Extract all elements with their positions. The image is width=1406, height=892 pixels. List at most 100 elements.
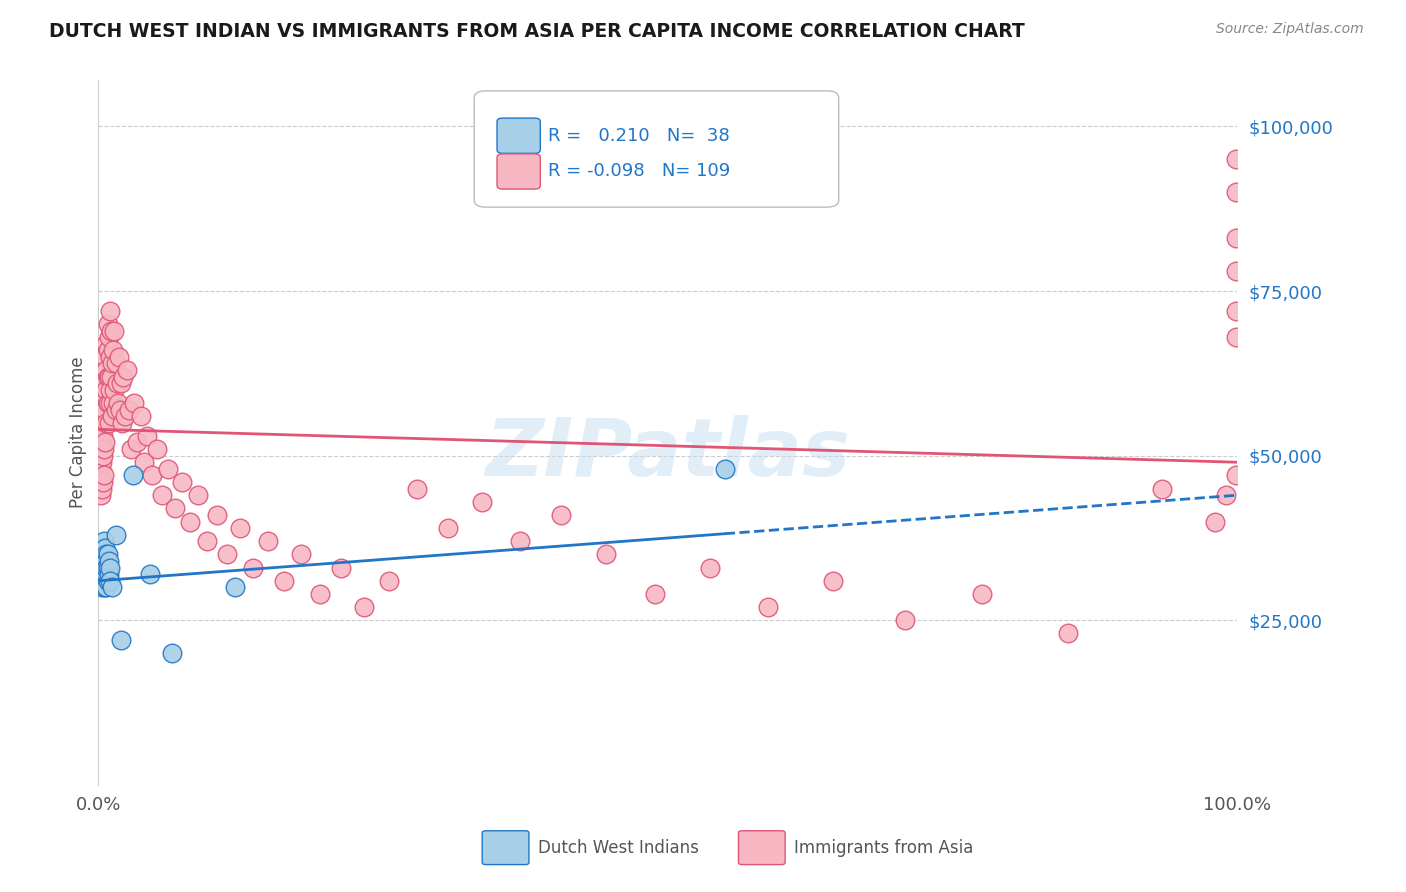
Point bbox=[104, 402, 127, 417]
Point bbox=[127, 435, 149, 450]
Point bbox=[93, 383, 115, 397]
Point bbox=[104, 356, 127, 370]
Point bbox=[821, 574, 844, 588]
Point bbox=[101, 356, 124, 370]
Point bbox=[145, 442, 167, 456]
Point bbox=[94, 567, 117, 582]
Point bbox=[93, 409, 115, 424]
Point bbox=[98, 396, 121, 410]
Point bbox=[437, 521, 460, 535]
Point bbox=[644, 587, 666, 601]
Point bbox=[97, 567, 120, 582]
Point bbox=[186, 488, 208, 502]
Point bbox=[1225, 231, 1247, 245]
Point bbox=[98, 350, 121, 364]
Point bbox=[179, 515, 201, 529]
Point bbox=[224, 581, 246, 595]
Point bbox=[93, 548, 115, 562]
Point bbox=[94, 350, 117, 364]
Point bbox=[103, 383, 125, 397]
Point bbox=[98, 574, 121, 588]
Point bbox=[114, 409, 136, 424]
Point bbox=[257, 534, 280, 549]
Point bbox=[90, 574, 112, 588]
Point bbox=[94, 376, 117, 391]
Point bbox=[170, 475, 193, 489]
Point bbox=[90, 488, 112, 502]
Point bbox=[141, 468, 163, 483]
Point bbox=[93, 574, 115, 588]
Point bbox=[89, 449, 111, 463]
Point bbox=[550, 508, 572, 522]
Point bbox=[150, 488, 173, 502]
Point bbox=[156, 462, 179, 476]
Text: Dutch West Indians: Dutch West Indians bbox=[538, 838, 699, 856]
Point bbox=[90, 429, 112, 443]
Point bbox=[195, 534, 218, 549]
Point bbox=[893, 613, 915, 627]
Point bbox=[129, 409, 152, 424]
Text: R = -0.098   N= 109: R = -0.098 N= 109 bbox=[548, 162, 731, 180]
Point bbox=[97, 554, 120, 568]
Point bbox=[94, 541, 117, 555]
Point bbox=[93, 468, 115, 483]
Point bbox=[205, 508, 228, 522]
Point bbox=[91, 475, 114, 489]
Point bbox=[90, 435, 112, 450]
Point bbox=[91, 429, 114, 443]
Point bbox=[89, 554, 111, 568]
Point bbox=[96, 416, 118, 430]
Point bbox=[162, 646, 184, 660]
Point bbox=[111, 416, 134, 430]
Point bbox=[98, 303, 121, 318]
Point bbox=[96, 396, 118, 410]
Point bbox=[94, 435, 117, 450]
Point bbox=[1215, 488, 1237, 502]
Point bbox=[1225, 330, 1247, 344]
Point bbox=[309, 587, 332, 601]
Point bbox=[98, 560, 121, 574]
Text: Immigrants from Asia: Immigrants from Asia bbox=[794, 838, 973, 856]
Point bbox=[97, 330, 120, 344]
Point bbox=[97, 416, 120, 430]
Point bbox=[93, 442, 115, 456]
Text: Source: ZipAtlas.com: Source: ZipAtlas.com bbox=[1216, 22, 1364, 37]
Point bbox=[290, 548, 312, 562]
Point bbox=[96, 317, 118, 331]
Point bbox=[90, 567, 112, 582]
Text: R =   0.210   N=  38: R = 0.210 N= 38 bbox=[548, 127, 730, 145]
Point bbox=[97, 369, 120, 384]
Point bbox=[94, 560, 117, 574]
Point bbox=[972, 587, 994, 601]
Point bbox=[228, 521, 250, 535]
Point bbox=[103, 396, 125, 410]
Point bbox=[471, 495, 494, 509]
Point bbox=[699, 560, 721, 574]
Point bbox=[90, 482, 112, 496]
Point bbox=[93, 560, 115, 574]
Point bbox=[96, 548, 118, 562]
Point bbox=[96, 389, 118, 403]
Point bbox=[91, 389, 114, 403]
Point bbox=[90, 548, 112, 562]
Point bbox=[756, 600, 779, 615]
Point bbox=[100, 324, 122, 338]
Point bbox=[90, 581, 112, 595]
Point bbox=[101, 409, 124, 424]
Point bbox=[91, 541, 114, 555]
Point bbox=[96, 343, 118, 358]
Point bbox=[96, 581, 118, 595]
FancyBboxPatch shape bbox=[482, 830, 529, 864]
Point bbox=[96, 560, 118, 574]
Point bbox=[1225, 186, 1247, 200]
Point bbox=[121, 468, 143, 483]
Point bbox=[378, 574, 401, 588]
Point bbox=[90, 422, 112, 436]
FancyBboxPatch shape bbox=[498, 153, 540, 189]
FancyBboxPatch shape bbox=[498, 118, 540, 153]
Point bbox=[1204, 515, 1226, 529]
Point bbox=[91, 567, 114, 582]
Point bbox=[96, 548, 118, 562]
Point bbox=[163, 501, 186, 516]
Point bbox=[90, 402, 112, 417]
